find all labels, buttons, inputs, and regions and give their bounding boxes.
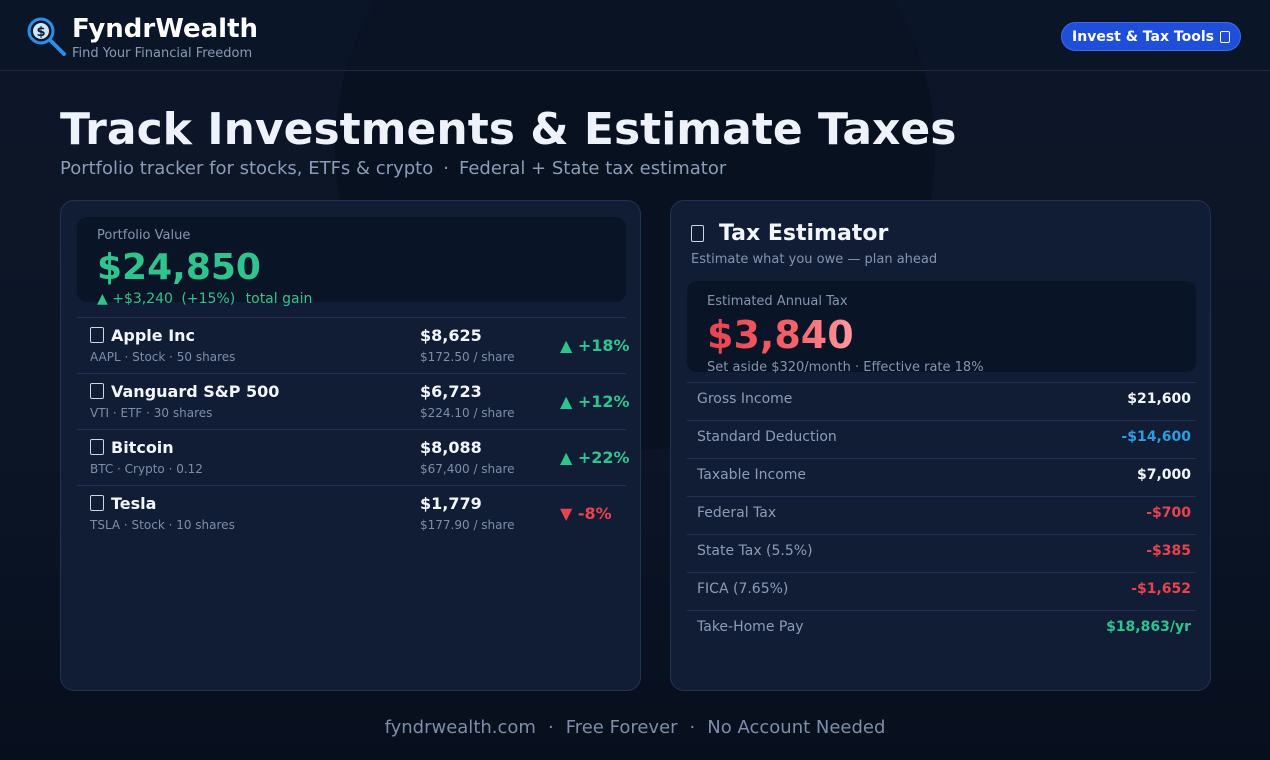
tax-row-fica: FICA (7.65%) -$1,652 bbox=[687, 572, 1196, 610]
holding-icon bbox=[90, 327, 104, 343]
tax-row-take-home-pay: Take-Home Pay $18,863/yr bbox=[687, 610, 1196, 648]
tax-row-label: Taxable Income bbox=[697, 467, 807, 483]
subtitle-separator: · bbox=[443, 158, 449, 179]
tax-row-value: -$1,652 bbox=[1131, 581, 1191, 597]
holding-price: $172.50 / share bbox=[420, 350, 515, 364]
holding-value: $6,723 bbox=[420, 382, 482, 401]
brand-name[interactable]: FyndrWealth bbox=[72, 14, 259, 44]
holding-meta: TSLA · Stock · 10 shares bbox=[90, 518, 235, 532]
holding-name: Vanguard S&P 500 bbox=[111, 382, 280, 401]
portfolio-card: Portfolio Value $24,850 ▲ +$3,240 (+15%)… bbox=[60, 200, 641, 691]
svg-text:$: $ bbox=[36, 25, 45, 40]
tax-estimator-card: Tax Estimator Estimate what you owe — pl… bbox=[670, 200, 1211, 691]
holding-name: Apple Inc bbox=[111, 326, 196, 345]
holding-change: ▼ -8% bbox=[560, 504, 612, 523]
gain-amount: +$3,240 bbox=[112, 291, 173, 307]
brand-tagline: Find Your Financial Freedom bbox=[72, 46, 253, 61]
tax-row-label: State Tax (5.5%) bbox=[697, 543, 813, 559]
footer: fyndrwealth.com · Free Forever · No Account … bbox=[0, 717, 1270, 738]
holding-price: $177.90 / share bbox=[420, 518, 515, 532]
tax-row-taxable-income: Taxable Income $7,000 bbox=[687, 458, 1196, 496]
holding-value: $8,088 bbox=[420, 438, 482, 457]
gain-percent: (+15%) bbox=[181, 291, 236, 307]
holding-meta: BTC · Crypto · 0.12 bbox=[90, 462, 203, 476]
tools-button-label: Invest & Tax Tools bbox=[1072, 28, 1214, 45]
portfolio-value-box: Portfolio Value $24,850 ▲ +$3,240 (+15%)… bbox=[77, 217, 626, 307]
holding-row[interactable]: Vanguard S&P 500 VTI · ETF · 30 shares $… bbox=[77, 373, 630, 429]
tax-estimator-title: Tax Estimator bbox=[719, 221, 889, 246]
tax-row-standard-deduction: Standard Deduction -$14,600 bbox=[687, 420, 1196, 458]
estimated-tax-value: $3,840 bbox=[707, 313, 854, 357]
estimated-tax-label: Estimated Annual Tax bbox=[707, 294, 848, 309]
subtitle-tax: Federal + State tax estimator bbox=[458, 158, 727, 179]
footer-site-link[interactable]: fyndrwealth.com bbox=[384, 717, 536, 738]
top-header: $ FyndrWealth Find Your Financial Freedo… bbox=[0, 0, 1270, 71]
holding-row[interactable]: Tesla TSLA · Stock · 10 shares $1,779 $1… bbox=[77, 485, 626, 541]
holding-meta: AAPL · Stock · 50 shares bbox=[90, 350, 236, 364]
footer-separator: · bbox=[547, 717, 554, 738]
tax-row-label: Standard Deduction bbox=[697, 429, 837, 445]
tax-row-value: $18,863/yr bbox=[1106, 619, 1191, 635]
page-title: Track Investments & Estimate Taxes bbox=[60, 104, 957, 155]
holding-meta: VTI · ETF · 30 shares bbox=[90, 406, 213, 420]
portfolio-value-label: Portfolio Value bbox=[97, 228, 191, 243]
footer-separator: · bbox=[689, 717, 696, 738]
footer-no-account: No Account Needed bbox=[707, 717, 886, 738]
holding-change: ▲ +22% bbox=[560, 448, 630, 467]
tax-row-label: Take-Home Pay bbox=[697, 619, 804, 635]
holding-price: $67,400 / share bbox=[420, 462, 515, 476]
tax-document-icon bbox=[691, 225, 704, 242]
holding-change: ▲ +18% bbox=[560, 336, 630, 355]
portfolio-gain: ▲ +$3,240 (+15%) total gain bbox=[97, 291, 312, 307]
holding-name: Tesla bbox=[111, 494, 157, 513]
invest-tax-tools-button[interactable]: Invest & Tax Tools bbox=[1061, 22, 1241, 51]
estimated-tax-note: Set aside $320/month · Effective rate 18… bbox=[707, 360, 984, 375]
tax-row-state-tax: State Tax (5.5%) -$385 bbox=[687, 534, 1196, 572]
holding-name: Bitcoin bbox=[111, 438, 174, 457]
tax-row-value: $21,600 bbox=[1127, 391, 1191, 407]
tax-row-label: Gross Income bbox=[697, 391, 793, 407]
holding-row[interactable]: Bitcoin BTC · Crypto · 0.12 $8,088 $67,4… bbox=[77, 429, 630, 485]
holding-value: $1,779 bbox=[420, 494, 482, 513]
tools-icon bbox=[1219, 30, 1230, 43]
tax-row-gross-income: Gross Income $21,600 bbox=[687, 382, 1196, 420]
holding-value: $8,625 bbox=[420, 326, 482, 345]
tax-row-value: -$385 bbox=[1146, 543, 1191, 559]
tax-row-value: -$14,600 bbox=[1121, 429, 1191, 445]
holding-change: ▲ +12% bbox=[560, 392, 630, 411]
footer-free-forever: Free Forever bbox=[565, 717, 678, 738]
holding-icon bbox=[90, 439, 104, 455]
tax-row-value: -$700 bbox=[1146, 505, 1191, 521]
portfolio-value: $24,850 bbox=[97, 247, 261, 288]
tax-row-value: $7,000 bbox=[1136, 467, 1191, 483]
page-subtitle: Portfolio tracker for stocks, ETFs & cry… bbox=[60, 158, 726, 179]
estimated-tax-box: Estimated Annual Tax $3,840 Set aside $3… bbox=[687, 281, 1196, 375]
holding-icon bbox=[90, 383, 104, 399]
tax-row-label: Federal Tax bbox=[697, 505, 777, 521]
gain-label: total gain bbox=[245, 291, 313, 307]
dollar-magnifier-icon[interactable]: $ bbox=[26, 16, 68, 58]
subtitle-portfolio: Portfolio tracker for stocks, ETFs & cry… bbox=[60, 158, 434, 179]
holding-icon bbox=[90, 495, 104, 511]
tax-row-label: FICA (7.65%) bbox=[697, 581, 789, 597]
tax-row-federal-tax: Federal Tax -$700 bbox=[687, 496, 1196, 534]
tax-estimator-subtitle: Estimate what you owe — plan ahead bbox=[691, 252, 938, 267]
holding-row[interactable]: Apple Inc AAPL · Stock · 50 shares $8,62… bbox=[77, 317, 630, 373]
holding-price: $224.10 / share bbox=[420, 406, 515, 420]
gain-arrow-icon: ▲ bbox=[97, 291, 108, 307]
